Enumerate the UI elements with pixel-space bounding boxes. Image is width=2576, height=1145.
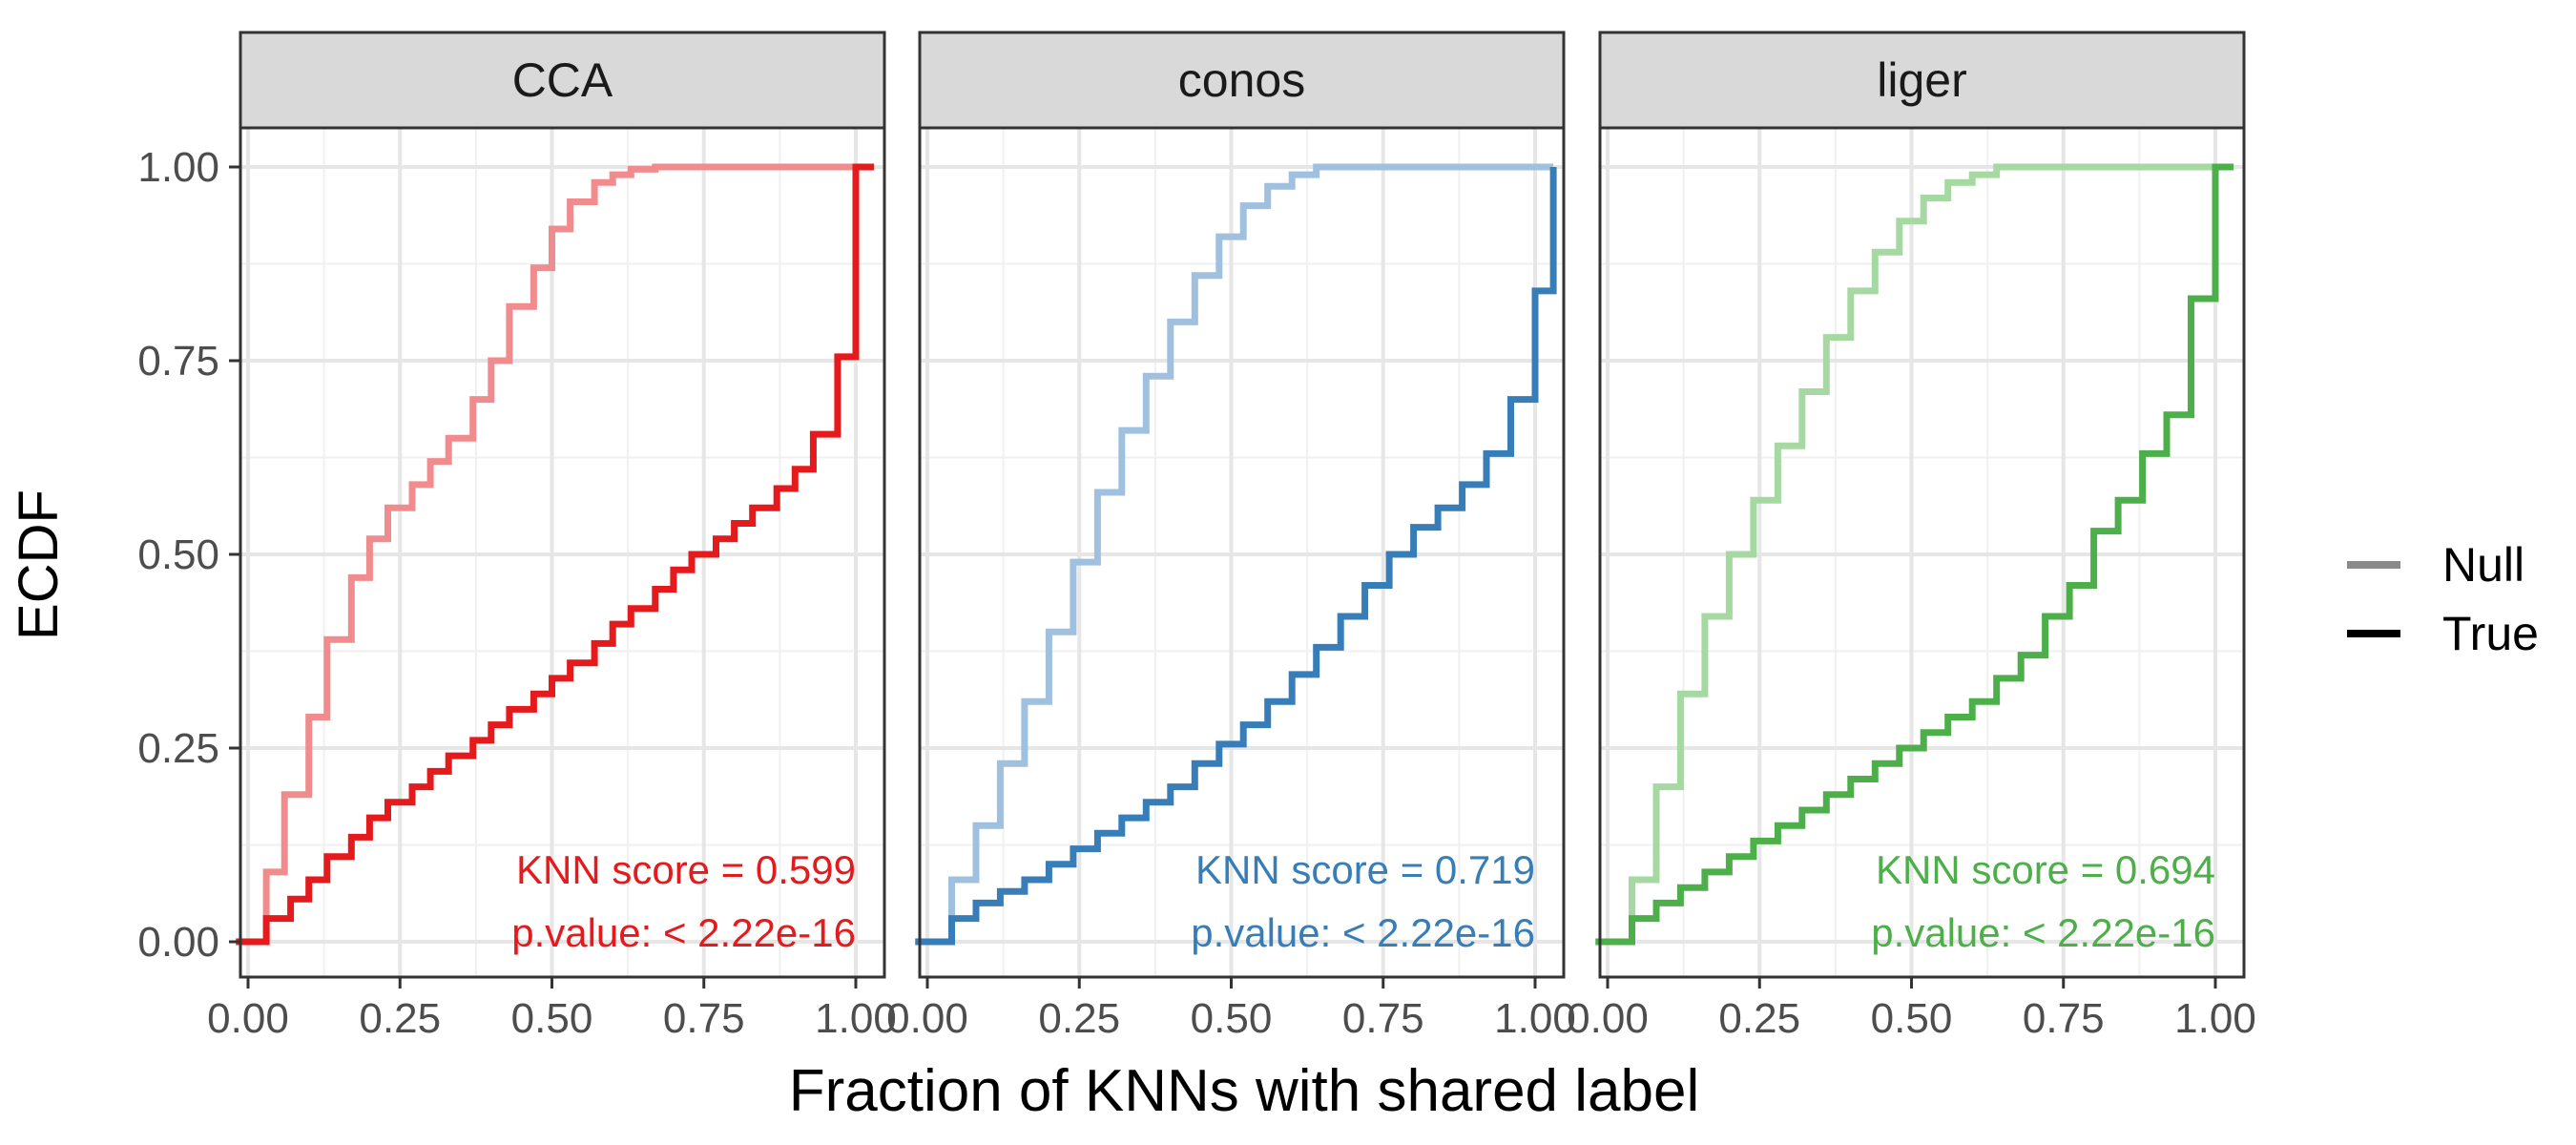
facet-strip: [1598, 31, 2246, 130]
x-axis-title: Fraction of KNNs with shared label: [789, 1058, 1700, 1124]
facet-title: CCA: [512, 53, 613, 107]
series-line-null: [915, 163, 1554, 946]
facet-title: conos: [1178, 53, 1305, 107]
p-value-annotation: p.value: < 2.22e-16: [1871, 910, 2215, 955]
facet-panels: CCA KNN score = 0.599 p.value: < 2.22e-16 0…: [137, 31, 2256, 1042]
x-tick-label: 0.75: [663, 995, 745, 1042]
panel-border: [1598, 126, 2246, 979]
y-axis-title: ECDF: [8, 489, 70, 640]
x-tick-label: 0.00: [1567, 995, 1649, 1042]
p-value-annotation: p.value: < 2.22e-16: [511, 910, 856, 955]
panel-border: [239, 126, 886, 979]
legend-label-true: True: [2442, 607, 2539, 660]
x-tick-label: 0.25: [359, 995, 441, 1042]
facet-liger: liger KNN score = 0.694 p.value: < 2.22e-1…: [1567, 31, 2256, 1042]
x-tick-label: 0.75: [2023, 995, 2105, 1042]
facet-cca: CCA KNN score = 0.599 p.value: < 2.22e-16 0…: [137, 31, 897, 1042]
x-tick-label: 0.50: [511, 995, 593, 1042]
x-tick-label: 0.25: [1038, 995, 1120, 1042]
series-line-true: [1595, 163, 2234, 946]
series-line-true: [915, 167, 1557, 946]
series-line-true: [236, 163, 875, 946]
series-line-null: [236, 163, 875, 946]
facet-title: liger: [1877, 53, 1966, 107]
x-tick-label: 0.50: [1191, 995, 1273, 1042]
series-line-null: [1595, 163, 2234, 946]
x-tick-label: 1.00: [1494, 995, 1576, 1042]
y-tick-label: 0.25: [137, 725, 219, 772]
knn-score-annotation: KNN score = 0.599: [516, 847, 856, 892]
legend: Null True: [2347, 538, 2539, 660]
p-value-annotation: p.value: < 2.22e-16: [1191, 910, 1535, 955]
y-tick-label: 0.00: [137, 919, 219, 966]
y-tick-label: 0.50: [137, 531, 219, 578]
panel-border: [918, 126, 1566, 979]
x-tick-label: 1.00: [815, 995, 897, 1042]
facet-strip: [239, 31, 886, 130]
facet-conos: conos KNN score = 0.719 p.value: < 2.22e-1…: [886, 31, 1576, 1042]
y-tick-label: 0.75: [137, 338, 219, 385]
x-tick-label: 0.50: [1871, 995, 1953, 1042]
x-tick-label: 0.25: [1718, 995, 1800, 1042]
x-tick-label: 0.00: [207, 995, 289, 1042]
knn-score-annotation: KNN score = 0.694: [1876, 847, 2215, 892]
x-tick-label: 0.00: [886, 995, 968, 1042]
x-tick-label: 1.00: [2174, 995, 2256, 1042]
legend-label-null: Null: [2442, 538, 2524, 592]
x-tick-label: 0.75: [1342, 995, 1424, 1042]
y-tick-label: 1.00: [137, 144, 219, 191]
knn-score-annotation: KNN score = 0.719: [1195, 847, 1535, 892]
